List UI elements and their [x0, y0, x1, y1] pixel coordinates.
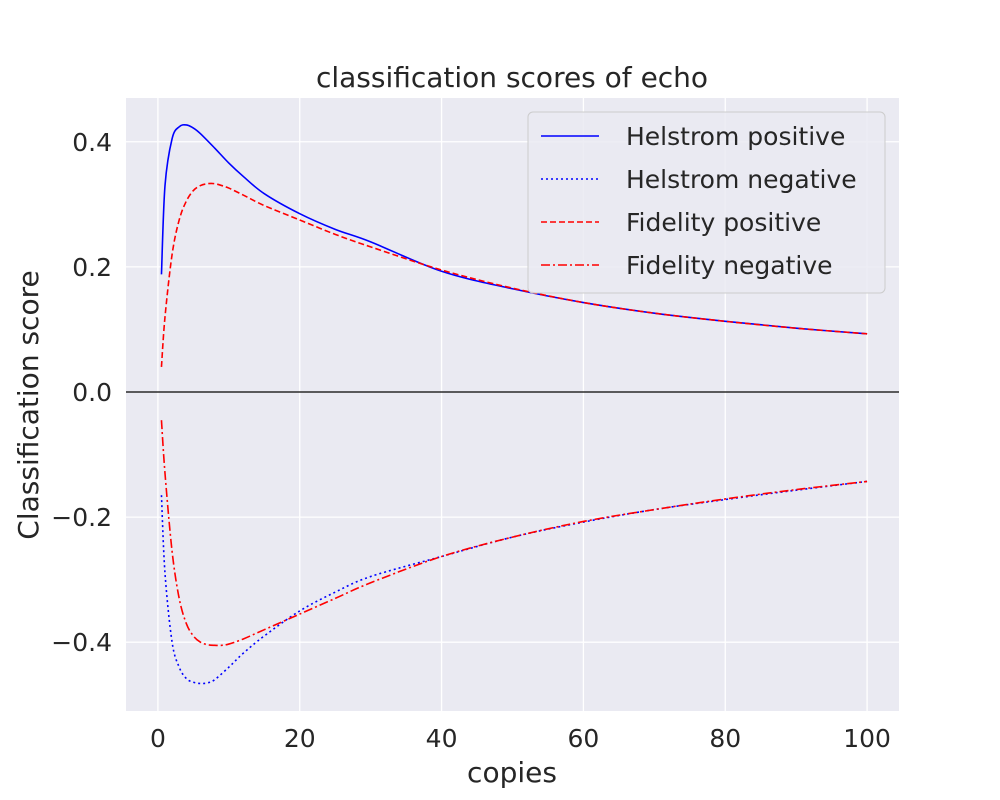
x-tick-label: 80: [709, 724, 741, 753]
y-ticks: −0.4 −0.2 0.0 0.2 0.4: [51, 128, 112, 657]
legend-label-fidelity-positive: Fidelity positive: [626, 208, 821, 237]
legend-box: [527, 111, 886, 294]
x-axis-label: copies: [467, 756, 557, 789]
y-tick-label: 0.0: [72, 378, 112, 407]
chart-title: classification scores of echo: [316, 61, 708, 94]
y-tick-label: 0.4: [72, 128, 112, 157]
series-fidelity-negative-line: [160, 420, 868, 647]
x-ticks: 0 20 40 60 80 100: [150, 724, 891, 753]
legend-label-fidelity-negative: Fidelity negative: [626, 251, 833, 280]
legend-label-helstrom-positive: Helstrom positive: [626, 122, 845, 151]
series-layer: [160, 123, 868, 685]
y-axis-label: Classification score: [12, 270, 45, 539]
series-fidelity-positive-line: [160, 182, 868, 368]
x-tick-label: 40: [426, 724, 458, 753]
y-tick-label: −0.2: [51, 503, 112, 532]
x-tick-label: 100: [843, 724, 891, 753]
y-tick-label: 0.2: [72, 253, 112, 282]
x-tick-label: 20: [284, 724, 316, 753]
series-helstrom-negative-line: [160, 480, 868, 685]
legend-label-helstrom-negative: Helstrom negative: [626, 165, 857, 194]
x-tick-label: 0: [150, 724, 166, 753]
x-tick-label: 60: [568, 724, 600, 753]
legend: Helstrom positive Helstrom negative Fideli…: [527, 111, 886, 294]
y-tick-label: −0.4: [51, 628, 112, 657]
